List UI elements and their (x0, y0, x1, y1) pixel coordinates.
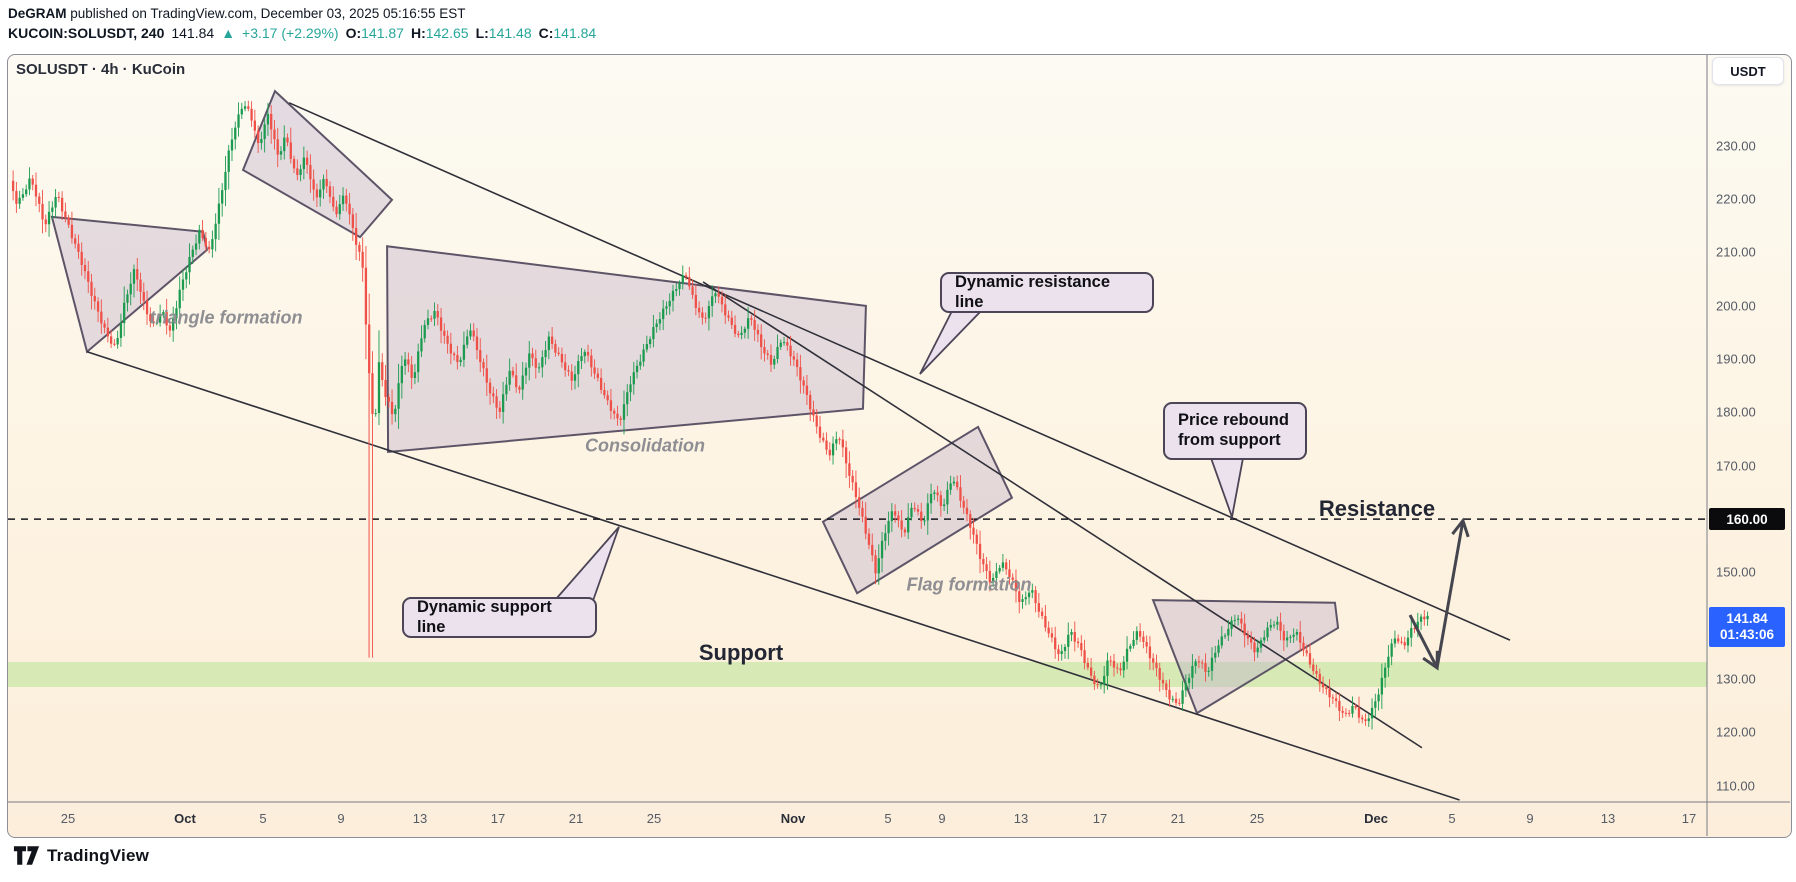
price-axis-label: 220.00 (1716, 191, 1756, 207)
time-axis-label: 5 (1448, 811, 1456, 826)
price-axis-label: 190.00 (1716, 351, 1756, 367)
triangle-formation-label: triangle formation (149, 307, 303, 328)
time-axis-label: 17 (490, 811, 506, 826)
price-axis-label: 150.00 (1716, 564, 1756, 580)
time-axis-label: 13 (1013, 811, 1029, 826)
dynamic-resistance-callout-tail (919, 310, 984, 375)
consolidation-label: Consolidation (585, 435, 705, 456)
price-axis-label: 120.00 (1716, 724, 1756, 740)
time-axis-label: 9 (938, 811, 946, 826)
time-axis-label: Dec (1364, 811, 1388, 826)
candle-countdown: 01:43:06 (1719, 627, 1775, 642)
time-axis-label: 13 (1600, 811, 1616, 826)
drop-to-support-arrow[interactable] (1408, 614, 1439, 669)
high-value: 142.65 (425, 25, 469, 41)
price-axis-label: 180.00 (1716, 404, 1756, 420)
price-axis-label: 210.00 (1716, 244, 1756, 260)
publication-header: DeGRAM published on TradingView.com, Dec… (8, 4, 596, 43)
price-axis-label: 130.00 (1716, 671, 1756, 687)
price-axis-label: 200.00 (1716, 298, 1756, 314)
time-axis-label: 17 (1092, 811, 1108, 826)
peak-flag-shape[interactable] (241, 89, 394, 239)
close-value: 141.84 (553, 25, 597, 41)
support-zone-band (8, 661, 1707, 687)
time-axis-label: 5 (884, 811, 892, 826)
author-name: DeGRAM (8, 6, 67, 21)
time-axis-label: 25 (646, 811, 662, 826)
open-label: O: (345, 25, 362, 41)
up-arrow-icon: ▲ (221, 25, 236, 41)
open-value: 141.87 (361, 25, 404, 41)
dynamic-resistance-callout[interactable]: Dynamic resistance line (940, 272, 1154, 313)
high-label: H: (410, 25, 426, 41)
close-label: C: (538, 25, 554, 41)
time-axis-label: 25 (1249, 811, 1265, 826)
resistance-level-badge: 160.00 (1709, 508, 1785, 530)
price-rebound-callout-tail (1209, 457, 1245, 521)
candles (11, 100, 1429, 730)
last-price-badge-value: 141.84 (1726, 611, 1768, 626)
last-price: 141.84 (171, 25, 215, 41)
dynamic-support-line[interactable] (86, 350, 1460, 801)
time-axis-label: 17 (1681, 811, 1697, 826)
publication-info: published on TradingView.com, December 0… (66, 6, 466, 21)
tradingview-logo-icon (13, 846, 40, 865)
price-rebound-callout[interactable]: Price rebound from support (1163, 402, 1307, 460)
rebound-to-resistance-arrow-head (1451, 517, 1470, 538)
chart-legend[interactable]: SOLUSDT · 4h · KuCoin (16, 61, 186, 78)
chart-pane[interactable] (8, 89, 1707, 801)
time-axis-label: 25 (60, 811, 76, 826)
consolidation-box-shape[interactable] (386, 245, 867, 454)
time-axis-label: 5 (259, 811, 267, 826)
pennant-shape[interactable] (1151, 599, 1340, 715)
price-axis-label: 110.00 (1716, 778, 1755, 794)
low-label: L: (475, 25, 489, 41)
tradingview-wordmark: TradingView (47, 845, 150, 865)
symbol-ohlc-line: KUCOIN:SOLUSDT, 240 141.84 ▲ +3.17 (+2.29%)… (8, 23, 596, 43)
symbol-interval: KUCOIN:SOLUSDT, 240 (8, 25, 165, 41)
dynamic-resistance-line[interactable] (288, 102, 1511, 641)
flag-formation-label: Flag formation (906, 574, 1032, 595)
time-axis-label: 13 (412, 811, 428, 826)
price-axis-label: 230.00 (1716, 138, 1756, 154)
dynamic-support-callout[interactable]: Dynamic support line (402, 597, 597, 638)
price-change: +3.17 (+2.29%) (242, 25, 339, 41)
rebound-to-resistance-arrow[interactable] (1435, 520, 1465, 669)
time-axis-label: 9 (337, 811, 345, 826)
time-axis-label: 21 (568, 811, 584, 826)
price-axis-label: 170.00 (1716, 458, 1756, 474)
time-axis-label: 21 (1170, 811, 1186, 826)
time-axis-label: 9 (1526, 811, 1534, 826)
time-axis-label: Oct (174, 811, 196, 826)
resistance-label: Resistance (1318, 496, 1436, 521)
last-price-badge: 141.84 01:43:06 (1709, 607, 1785, 647)
time-axis-label: Nov (780, 811, 806, 826)
chart-widget[interactable] (7, 54, 1792, 838)
currency-toggle-button[interactable]: USDT (1712, 57, 1784, 85)
support-label: Support (698, 640, 784, 665)
inner-resistance-line[interactable] (702, 281, 1423, 749)
triangle-formation-shape[interactable] (50, 215, 209, 354)
tradingview-footer[interactable]: TradingView (13, 845, 149, 866)
publication-line: DeGRAM published on TradingView.com, Dec… (8, 4, 596, 23)
low-value: 141.48 (488, 25, 532, 41)
